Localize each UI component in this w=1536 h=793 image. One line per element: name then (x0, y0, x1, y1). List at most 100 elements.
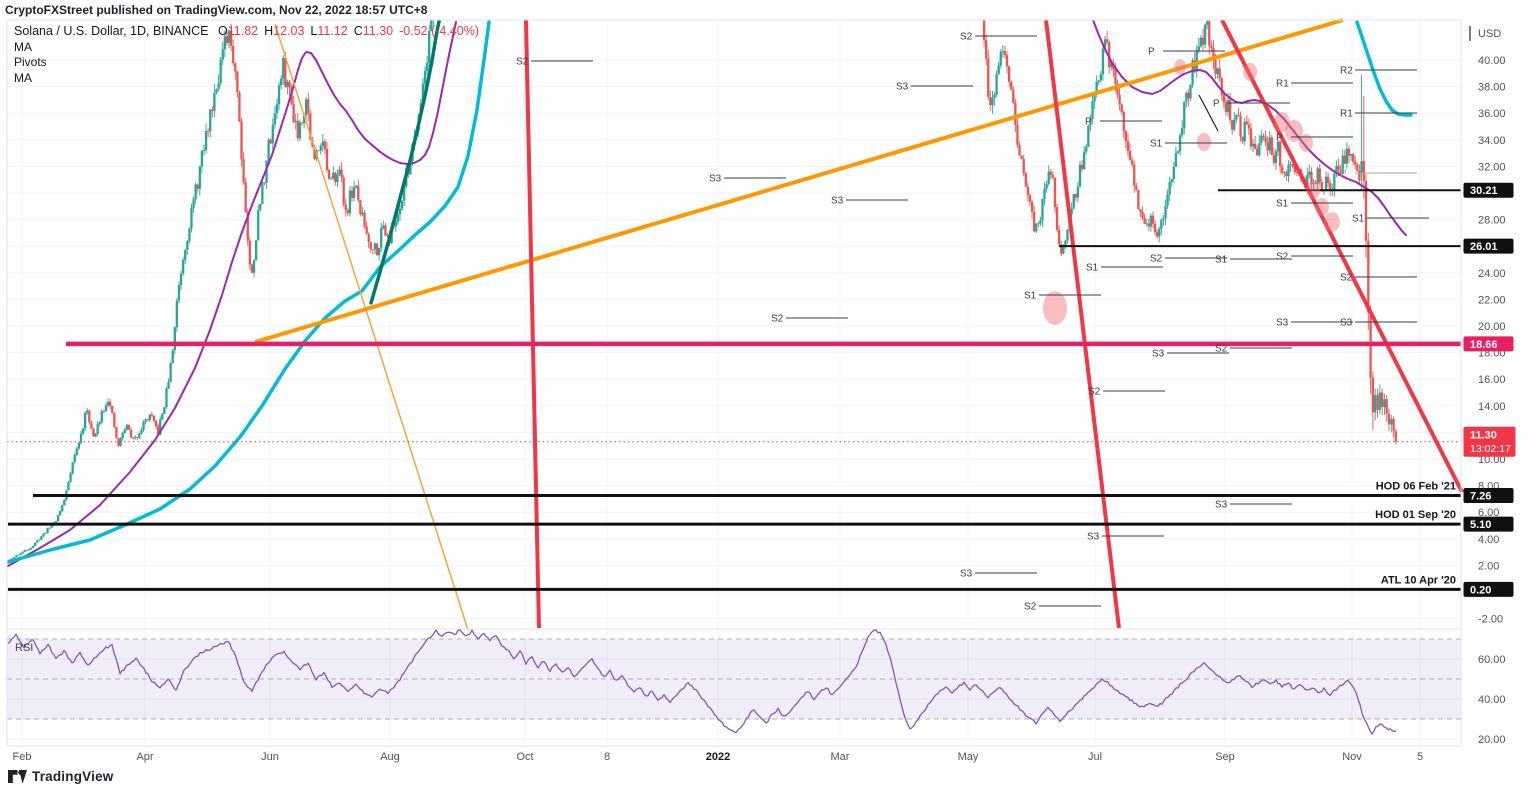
svg-text:36.00: 36.00 (1478, 108, 1506, 120)
svg-text:S2: S2 (1340, 273, 1353, 284)
svg-text:S3: S3 (1087, 532, 1100, 543)
pane-borders (6, 19, 1462, 747)
svg-text:18.66: 18.66 (1470, 339, 1498, 351)
svg-text:24.00: 24.00 (1478, 268, 1506, 280)
price-levels (7, 189, 1461, 591)
svg-text:10.00: 10.00 (1478, 454, 1506, 466)
symbol-title: Solana / U.S. Dollar, 1D, BINANCE (14, 24, 209, 38)
svg-text:S3: S3 (709, 174, 722, 185)
svg-text:14.00: 14.00 (1478, 401, 1506, 413)
svg-text:Oct: Oct (516, 751, 533, 763)
svg-text:S1: S1 (1276, 199, 1289, 210)
svg-text:11.30: 11.30 (1470, 430, 1497, 442)
annotation-pointer[interactable] (1198, 94, 1219, 132)
tradingview-logo[interactable]: TradingView (8, 769, 113, 784)
svg-text:S3: S3 (960, 569, 973, 580)
ma-cyan-left[interactable] (7, 20, 491, 564)
svg-text:26.01: 26.01 (1470, 241, 1498, 253)
svg-text:S2: S2 (1088, 387, 1101, 398)
svg-text:Aug: Aug (380, 751, 400, 763)
svg-text:S3: S3 (831, 196, 844, 207)
svg-text:S1: S1 (1352, 214, 1365, 225)
svg-text:S1: S1 (1215, 255, 1228, 266)
svg-text:R2: R2 (1340, 66, 1353, 77)
event-labels: HOD 06 Feb '21 HOD 01 Sep '20 ATL 10 Apr '… (1375, 480, 1456, 586)
svg-text:4.00: 4.00 (1478, 534, 1499, 546)
svg-text:R1: R1 (1276, 79, 1289, 90)
svg-text:38.00: 38.00 (1478, 82, 1506, 94)
svg-text:13:02:17: 13:02:17 (1470, 443, 1511, 455)
svg-text:S2: S2 (1215, 344, 1228, 355)
svg-text:30.21: 30.21 (1470, 185, 1498, 197)
svg-text:60.00: 60.00 (1478, 654, 1506, 666)
svg-text:Apr: Apr (136, 751, 153, 763)
tradingview-logo-icon (8, 770, 27, 783)
trendline-red-2[interactable] (1044, 19, 1121, 629)
price-pane[interactable] (7, 0, 1413, 567)
tradingview-logo-text: TradingView (32, 769, 114, 784)
time-axis[interactable]: Feb Apr Jun Aug Oct 8 2022 Mar May Jul Sep Nov 5 (13, 751, 1424, 763)
svg-text:5: 5 (1417, 751, 1423, 763)
indicator-row-pivots[interactable]: Pivots (14, 55, 47, 70)
svg-text:22.00: 22.00 (1478, 294, 1506, 306)
indicator-row-ma2[interactable]: MA (14, 70, 32, 85)
svg-text:7.26: 7.26 (1470, 490, 1491, 502)
trendline-yellow-thin[interactable] (274, 23, 469, 631)
svg-text:40.00: 40.00 (1478, 694, 1506, 706)
svg-text:P: P (1276, 133, 1283, 144)
svg-text:32.00: 32.00 (1478, 161, 1506, 173)
svg-text:0.20: 0.20 (1470, 584, 1491, 596)
current-price-tag (1463, 426, 1516, 457)
svg-text:28.00: 28.00 (1478, 215, 1506, 227)
svg-text:Jun: Jun (261, 751, 279, 763)
rsi-pane[interactable] (7, 629, 1397, 735)
svg-text:S3: S3 (1152, 349, 1165, 360)
trendline-orange[interactable] (254, 18, 1344, 344)
candles (7, 20, 1397, 563)
svg-text:S2: S2 (771, 314, 784, 325)
svg-text:S2: S2 (1276, 252, 1289, 263)
svg-text:S1: S1 (1024, 291, 1037, 302)
ohlc-readout: O11.82 H12.03 L11.12 C11.30 -0.52 (-4.40%) (218, 24, 480, 38)
svg-text:16.00: 16.00 (1478, 374, 1506, 386)
ma-cyan-right[interactable] (1355, 20, 1413, 117)
rsi-band (7, 638, 1461, 720)
price-axis[interactable]: USD40.0038.0036.0034.0032.0030.0028.0026… (1463, 26, 1516, 746)
svg-text:R1: R1 (1340, 109, 1353, 120)
svg-text:P: P (1085, 117, 1092, 128)
ma-teal-left[interactable] (369, 17, 442, 305)
trendline-red-1[interactable] (524, 19, 541, 629)
svg-text:2.00: 2.00 (1478, 560, 1499, 572)
axis-tag-0.20 (1463, 581, 1514, 597)
svg-text:34.00: 34.00 (1478, 135, 1506, 147)
svg-text:S2: S2 (960, 32, 973, 43)
svg-text:ATL 10 Apr '20: ATL 10 Apr '20 (1381, 574, 1456, 586)
svg-text:HOD 06 Feb '21: HOD 06 Feb '21 (1376, 480, 1456, 492)
svg-text:S3: S3 (1276, 318, 1289, 329)
svg-text:-2.00: -2.00 (1478, 614, 1503, 626)
watermark: CryptoFXStreet published on TradingView.… (5, 3, 428, 17)
axis-tag-18.66 (1463, 336, 1514, 352)
svg-text:S2: S2 (1150, 254, 1163, 265)
axis-tag-30.21 (1463, 182, 1514, 198)
svg-text:S3: S3 (896, 82, 909, 93)
pivot-labels: S2 S2 S3 P S3 S3 P P R2 R1 R1 S1 P P S1 S1 S2 S1 S2 S1 S2 S1 S… (516, 32, 1429, 613)
svg-text:Jul: Jul (1088, 751, 1102, 763)
indicator-row-ma1[interactable]: MA (14, 39, 32, 54)
ma-purple-left[interactable] (7, 21, 457, 567)
legend: Solana / U.S. Dollar, 1D, BINANCE O11.82… (14, 24, 479, 86)
currency-label: USD (1478, 28, 1501, 40)
svg-text:40.00: 40.00 (1478, 55, 1506, 67)
axis-tag-5.10 (1463, 516, 1514, 532)
symbol-row[interactable]: Solana / U.S. Dollar, 1D, BINANCE O11.82… (14, 24, 479, 40)
ma-purple-right[interactable] (1092, 20, 1407, 236)
svg-text:Sep: Sep (1215, 751, 1235, 763)
svg-text:6.00: 6.00 (1478, 507, 1499, 519)
svg-text:S1: S1 (1086, 263, 1099, 274)
svg-text:2022: 2022 (706, 751, 730, 763)
svg-text:Feb: Feb (13, 751, 32, 763)
axis-tag-7.26 (1463, 487, 1514, 503)
svg-text:P: P (1340, 169, 1347, 180)
